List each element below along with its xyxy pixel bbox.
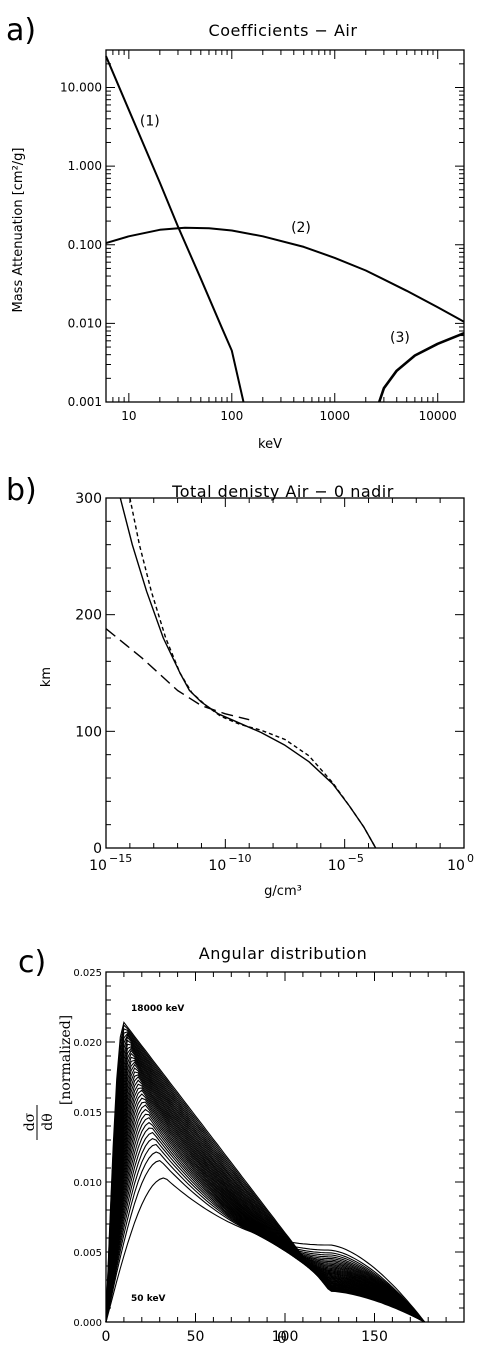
panel-c-series-curve [105, 1071, 425, 1323]
panel-a-series-line [105, 226, 465, 323]
panel-a-ytick-label: 0.001 [68, 395, 102, 409]
panel-c-series-curve [105, 1079, 425, 1323]
panel-c-ticks: 0 50 100 150 0.000 0.005 0.010 0.015 0.020 0.025 [73, 968, 465, 1345]
panel-a-ytick-label: 0.010 [68, 316, 102, 330]
panel-a-series-line [377, 331, 465, 403]
panel-c-series-curve [105, 1076, 425, 1323]
panel-b-plot-frame [105, 497, 465, 849]
panel-c-xtick-label: 50 [187, 1329, 205, 1345]
panel-c-ytick-label: 0.025 [73, 968, 102, 979]
panel-a-xtick-label: 10 [121, 409, 136, 423]
panel-c-series-curve [105, 1021, 425, 1323]
panel-a-title: Coefficients − Air [209, 21, 358, 40]
panel-a-annotation: (1) [140, 113, 160, 129]
panel-b-series-long-dashed [105, 628, 250, 721]
panel-b-xtick-base: 10 [328, 858, 346, 874]
panel-a-annotation: (2) [291, 220, 311, 236]
panel-a-xtick-label: 1000 [319, 409, 350, 423]
panel-b-xtick-base: 10 [89, 858, 107, 874]
panel-a-annotation: (3) [390, 330, 410, 346]
panel-b-xlabel: g/cm³ [264, 884, 302, 899]
panel-c-ylabel-fraction-den: dθ [40, 1113, 56, 1130]
panel-b-ytick-label: 100 [75, 724, 102, 740]
panel-b-series-short-dashed [129, 497, 377, 849]
panel-b-series-solid [119, 497, 377, 849]
panel-c-ytick-label: 0.005 [73, 1248, 102, 1259]
panel-c-ylabel-fraction-num: dσ [22, 1112, 38, 1131]
panel-b-xtick-label: 10 −15 [89, 852, 132, 874]
panel-c-title: Angular distribution [199, 944, 367, 963]
panel-c-series-curve [105, 1045, 425, 1323]
panel-b-letter: b) [6, 473, 37, 508]
panel-b-xtick-label: 10 −10 [208, 852, 251, 874]
panel-c-ytick-label: 0.010 [73, 1178, 102, 1189]
panel-b-ytick-label: 200 [75, 608, 102, 624]
panel-c-ytick-label: 0.000 [73, 1318, 102, 1329]
panel-a-xtick-label: 100 [220, 409, 243, 423]
panel-c-ylabel-text: [normalized] [58, 1015, 74, 1105]
panel-c-annotation: 50 keV [131, 1294, 166, 1304]
panel-a-xtick-label: 10000 [419, 409, 457, 423]
panel-b-chart: b) Total denisty Air − 0 nadir g/cm³ km … [6, 473, 474, 899]
panel-a-ytick-label: 1.000 [68, 159, 102, 173]
panel-a-ytick-label: 0.100 [68, 238, 102, 252]
panel-c-series-curve [105, 1049, 425, 1323]
panel-c-series-curve [105, 1056, 425, 1323]
panel-b-xtick-base: 10 [447, 858, 465, 874]
panel-c-xtick-label: 100 [272, 1329, 299, 1345]
panel-b-xtick-exponent: −10 [228, 852, 251, 865]
panel-a-xlabel: keV [258, 437, 282, 452]
panel-a-series-line [105, 55, 245, 403]
panel-b-xtick-exponent: 0 [467, 852, 474, 865]
panel-c-series-curve [105, 1067, 425, 1323]
panel-a-annotations: (1) (2) (3) [140, 113, 410, 346]
panel-c-series-curve [105, 1039, 425, 1323]
panel-b-ylabel: km [39, 667, 54, 687]
panel-c-xlabel: θ [277, 1328, 287, 1347]
panel-a-letter: a) [6, 13, 36, 48]
panel-b-xtick-base: 10 [208, 858, 226, 874]
panel-b-series [105, 497, 377, 849]
panel-b-xtick-exponent: −15 [109, 852, 132, 865]
panel-b-xtick-exponent: −5 [348, 852, 364, 865]
panel-c-annotations: 18000 keV 50 keV [131, 1004, 184, 1304]
panel-a-plot-frame [105, 49, 465, 403]
panel-a-series [105, 55, 465, 403]
panel-a-ylabel: Mass Attenuation [cm²/g] [11, 148, 26, 313]
panel-c-xtick-label: 0 [102, 1329, 111, 1345]
panel-c-chart: c) Angular distribution θ dσ dθ [normali… [18, 944, 465, 1347]
panel-c-series-curve [105, 1028, 425, 1323]
panel-c-series-curve [105, 1034, 425, 1323]
panel-b-ytick-label: 300 [75, 491, 102, 507]
panel-c-ytick-label: 0.020 [73, 1038, 102, 1049]
panel-a-ytick-label: 10.000 [60, 81, 102, 95]
panel-a-chart: a) Coefficients − Air keV Mass Attenuati… [6, 13, 465, 452]
panel-c-ytick-label: 0.015 [73, 1108, 102, 1119]
panel-c-series [105, 1021, 426, 1323]
panel-c-letter: c) [18, 945, 46, 980]
panel-b-title: Total denisty Air − 0 nadir [171, 482, 394, 501]
panel-b-ytick-label: 0 [93, 841, 102, 857]
panel-c-ylabel: dσ dθ [normalized] [22, 1015, 74, 1140]
panel-c-annotation: 18000 keV [131, 1004, 184, 1014]
panel-c-xtick-label: 150 [361, 1329, 388, 1345]
panel-b-xtick-label: 10 −5 [328, 852, 364, 874]
panel-c-plot-frame [105, 971, 465, 1323]
panel-b-xtick-label: 10 0 [447, 852, 474, 874]
